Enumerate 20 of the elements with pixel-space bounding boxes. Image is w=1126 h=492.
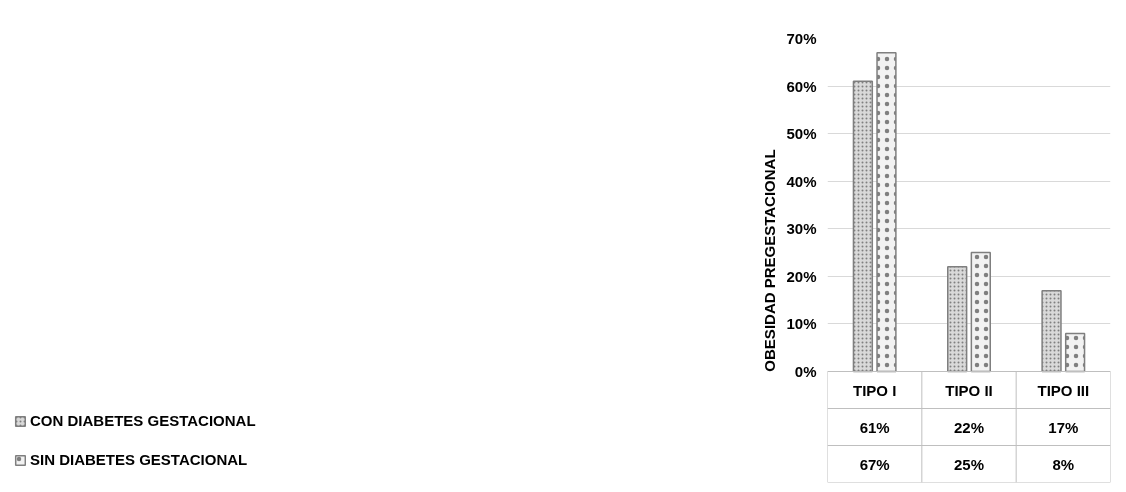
y-tick-label: 20%	[786, 267, 817, 285]
y-tick-label: 30%	[786, 220, 817, 238]
x-tick-label: TIPO I	[853, 381, 897, 399]
data-label: 25%	[953, 455, 985, 473]
legend-label: CON DIABETES GESTACIONAL	[30, 412, 256, 429]
data-label: 17%	[1048, 418, 1079, 436]
legend-label: SIN DIABETES GESTACIONAL	[30, 451, 248, 468]
y-tick-label: 50%	[786, 125, 817, 143]
y-tick-label: 0%	[794, 363, 817, 380]
data-label: 22%	[953, 418, 985, 436]
y-axis-title: OBESIDAD PREGESTACIONAL	[761, 149, 779, 372]
data-label: 8%	[1052, 455, 1075, 473]
x-tick-label: TIPO III	[1037, 381, 1090, 399]
x-tick-label: TIPO II	[945, 381, 993, 399]
y-tick-label: 10%	[786, 315, 817, 333]
data-label: 61%	[859, 418, 890, 436]
y-tick-label: 60%	[786, 77, 817, 95]
data-label: 67%	[859, 455, 890, 473]
y-tick-label: 40%	[786, 172, 817, 190]
y-tick-label: 70%	[786, 30, 817, 47]
